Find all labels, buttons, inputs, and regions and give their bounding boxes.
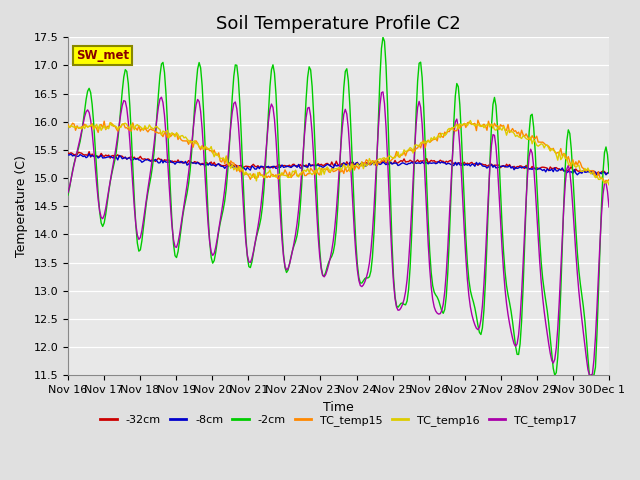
TC_temp17 [586,372,593,378]
-8cm [593,173,601,179]
TC_temp17 [253,233,260,239]
Line: TC_temp15: TC_temp15 [68,120,609,182]
Title: Soil Temperature Profile C2: Soil Temperature Profile C2 [216,15,461,33]
TC_temp15 [605,177,613,182]
-2cm [64,192,72,198]
Legend: -32cm, -8cm, -2cm, TC_temp15, TC_temp16, TC_temp17: -32cm, -8cm, -2cm, TC_temp15, TC_temp16,… [95,411,582,431]
-8cm [254,164,262,169]
-2cm [301,124,308,130]
-32cm [64,150,72,156]
-8cm [132,156,140,162]
TC_temp17 [379,89,387,95]
TC_temp15 [301,173,308,179]
TC_temp16 [64,123,72,129]
-32cm [577,168,584,173]
TC_temp16 [243,171,251,177]
-8cm [227,163,235,168]
TC_temp17 [605,204,613,210]
TC_temp17 [301,130,308,136]
-2cm [225,145,233,151]
Line: -2cm: -2cm [68,37,609,375]
TC_temp15 [253,174,260,180]
TC_temp16 [577,168,584,174]
-32cm [227,161,235,167]
TC_temp15 [225,163,233,169]
TC_temp15 [600,180,608,185]
TC_temp17 [577,304,584,310]
X-axis label: Time: Time [323,400,354,413]
Line: -32cm: -32cm [68,152,609,174]
-8cm [605,169,613,175]
TC_temp17 [64,190,72,195]
-2cm [578,292,586,298]
-2cm [131,196,138,202]
TC_temp16 [253,178,260,184]
-32cm [596,171,604,177]
-2cm [605,170,613,176]
TC_temp17 [131,205,138,211]
TC_temp17 [243,252,251,258]
Line: TC_temp17: TC_temp17 [68,92,609,375]
-8cm [64,152,72,158]
TC_temp15 [64,122,72,128]
TC_temp15 [131,126,138,132]
TC_temp15 [577,160,584,166]
-32cm [302,162,310,168]
TC_temp16 [605,182,613,188]
-2cm [253,234,260,240]
TC_temp17 [225,140,233,145]
-8cm [85,151,93,156]
-8cm [245,166,253,172]
-2cm [379,35,387,40]
TC_temp16 [467,118,474,123]
-32cm [605,169,613,175]
-8cm [302,164,310,170]
-32cm [245,164,253,169]
-32cm [132,156,140,162]
Line: -8cm: -8cm [68,154,609,176]
Text: SW_met: SW_met [76,49,129,62]
TC_temp16 [301,167,308,173]
Line: TC_temp16: TC_temp16 [68,120,609,185]
-8cm [577,169,584,175]
TC_temp15 [474,117,482,123]
-32cm [85,149,93,155]
-32cm [254,163,262,168]
-2cm [551,372,559,378]
-2cm [243,254,251,260]
TC_temp15 [243,171,251,177]
TC_temp16 [225,161,233,167]
TC_temp16 [131,127,138,132]
Y-axis label: Temperature (C): Temperature (C) [15,156,28,257]
